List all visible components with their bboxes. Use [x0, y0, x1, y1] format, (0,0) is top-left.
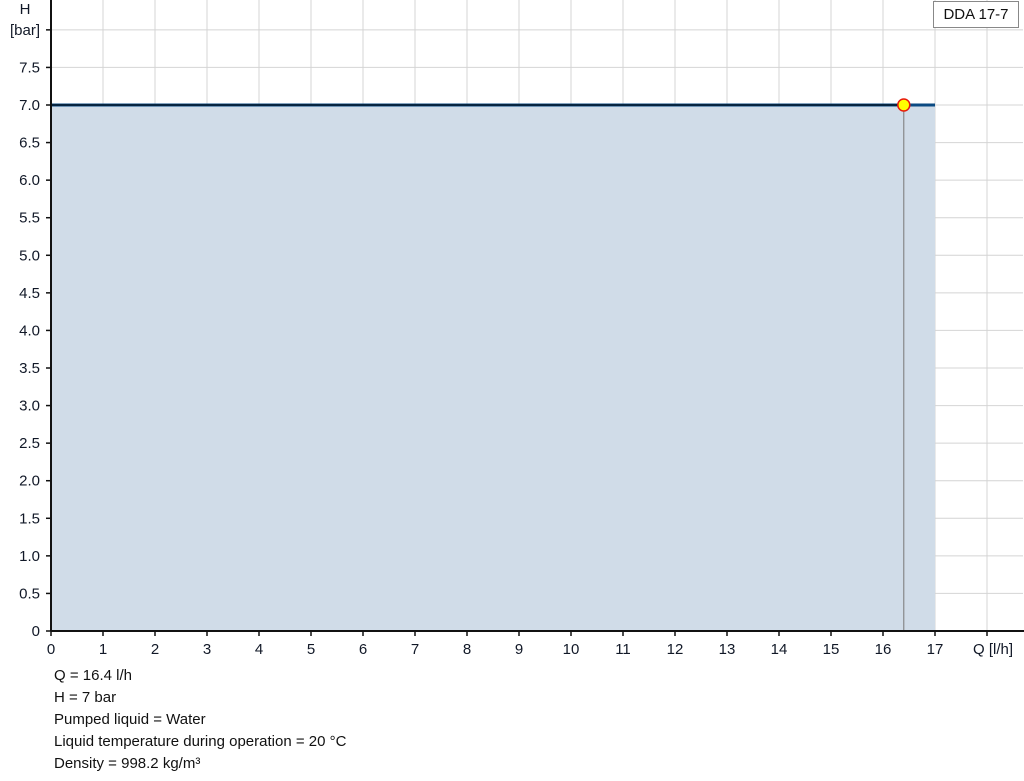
x-tick-label: 5: [307, 641, 315, 658]
x-axis-label: Q [l/h]: [973, 641, 1013, 658]
y-tick-label: 5.0: [19, 247, 40, 264]
y-tick-label: 4.5: [19, 285, 40, 302]
x-tick-label: 6: [359, 641, 367, 658]
x-tick-label: 11: [615, 641, 631, 658]
y-tick-label: 4.0: [19, 322, 40, 339]
y-tick-label: 0: [32, 623, 40, 640]
info-density: Density = 998.2 kg/m³: [54, 755, 201, 772]
y-tick-label: 1.0: [19, 548, 40, 565]
y-tick-label: 3.0: [19, 398, 40, 415]
x-tick-label: 17: [927, 641, 944, 658]
info-flow: Q = 16.4 l/h: [54, 667, 132, 684]
x-tick-label: 8: [463, 641, 471, 658]
x-tick-label: 16: [875, 641, 892, 658]
x-tick-label: 15: [823, 641, 840, 658]
y-tick-label: 2.0: [19, 473, 40, 490]
x-tick-label: 4: [255, 641, 263, 658]
y-tick-label: 3.5: [19, 360, 40, 377]
legend-series-name: DDA 17-7: [933, 1, 1019, 28]
y-axis-label-unit: [bar]: [10, 22, 40, 39]
x-tick-label: 14: [771, 641, 788, 658]
y-tick-label: 7.5: [19, 59, 40, 76]
y-tick-label: 6.5: [19, 135, 40, 152]
x-tick-label: 9: [515, 641, 523, 658]
y-tick-label: 1.5: [19, 510, 40, 527]
y-tick-label: 5.5: [19, 210, 40, 227]
x-tick-label: 10: [563, 641, 580, 658]
operating-info: Q = 16.4 l/h H = 7 bar Pumped liquid = W…: [54, 665, 346, 775]
y-tick-label: 7.0: [19, 97, 40, 114]
info-liquid: Pumped liquid = Water: [54, 711, 206, 728]
x-tick-label: 7: [411, 641, 419, 658]
operating-point-marker: [897, 98, 911, 112]
info-temperature: Liquid temperature during operation = 20…: [54, 733, 347, 750]
x-tick-label: 1: [99, 641, 107, 658]
axes: 0 1 2 3 4 5 6 7 8 9 10 11 12 13 14 15 16 1700.51.01.52.02…: [19, 0, 1024, 658]
x-tick-label: 13: [719, 641, 736, 658]
info-head: H = 7 bar: [54, 689, 117, 706]
x-tick-label: 0: [47, 641, 55, 658]
series-area: [51, 105, 935, 631]
marks: [51, 98, 935, 631]
y-tick-label: 2.5: [19, 435, 40, 452]
y-tick-label: 0.5: [19, 585, 40, 602]
y-axis-label-h: H: [20, 1, 31, 18]
x-tick-label: 12: [667, 641, 684, 658]
x-tick-label: 3: [203, 641, 211, 658]
x-tick-label: 2: [151, 641, 159, 658]
y-tick-label: 6.0: [19, 172, 40, 189]
